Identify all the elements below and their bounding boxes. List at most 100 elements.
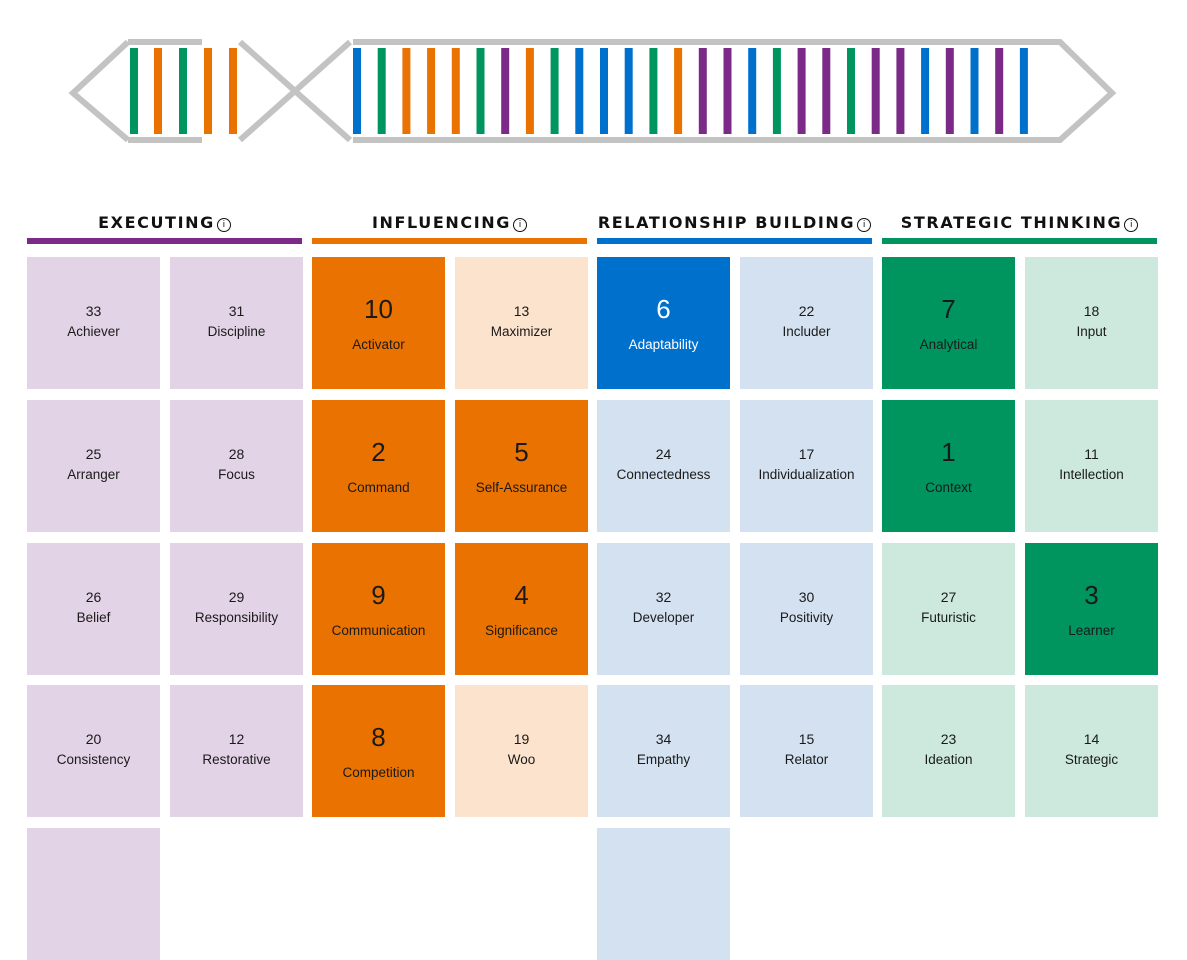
dna-strand-strategic	[847, 48, 855, 134]
strength-tile[interactable]: 7 Analytical	[882, 257, 1015, 389]
strength-tile[interactable]: 14 Strategic	[1025, 685, 1158, 817]
dna-strand-influencing	[204, 48, 212, 134]
strength-rank: 10	[364, 294, 393, 324]
strength-name: Command	[347, 480, 410, 495]
strength-tile[interactable]: 25 Arranger	[27, 400, 160, 532]
dna-strand-strategic	[130, 48, 138, 134]
strength-tile[interactable]: 33 Achiever	[27, 257, 160, 389]
strength-tile[interactable]: 1 Context	[882, 400, 1015, 532]
dna-strand-influencing	[229, 48, 237, 134]
strength-tile[interactable]: 28 Focus	[170, 400, 303, 532]
strength-name: Discipline	[207, 324, 266, 339]
strength-rank: 17	[798, 446, 815, 462]
strength-rank: 9	[371, 580, 386, 610]
dna-strand-relationship	[748, 48, 757, 134]
strength-tile[interactable]: 22 Includer	[740, 257, 873, 389]
strength-tile[interactable]: 29 Responsibility	[170, 543, 303, 675]
strength-rank: 18	[1083, 303, 1100, 319]
strength-tile[interactable]: 19 Woo	[455, 685, 588, 817]
section-bar	[27, 238, 302, 244]
dna-frame	[68, 39, 1117, 143]
strength-tile[interactable]: 13 Maximizer	[455, 257, 588, 389]
dna-strand-influencing	[427, 48, 436, 134]
dna-strands	[130, 48, 1028, 134]
strength-tile[interactable]: 26 Belief	[27, 543, 160, 675]
strength-rank: 22	[798, 303, 815, 319]
strength-tile[interactable]: 9 Communication	[312, 543, 445, 675]
strength-rank: 3	[1084, 580, 1099, 610]
strength-tile[interactable]: 5 Self-Assurance	[455, 400, 588, 532]
strength-name: Consistency	[56, 752, 131, 767]
info-icon[interactable]: i	[216, 218, 231, 232]
strength-tile[interactable]: 2 Command	[312, 400, 445, 532]
dna-strand-executing	[501, 48, 510, 134]
section-title-text: STRATEGIC THINKING	[900, 213, 1123, 232]
strength-name: Ideation	[924, 752, 973, 767]
strength-name: Achiever	[67, 324, 120, 339]
strength-tile[interactable]: 17 Individualization	[740, 400, 873, 532]
dna-strand-executing	[995, 48, 1004, 134]
dna-strand-strategic	[649, 48, 658, 134]
strength-rank: 19	[513, 731, 530, 747]
strength-tile[interactable]: 27 Futuristic	[882, 543, 1015, 675]
strength-tile[interactable]: 8 Competition	[312, 685, 445, 817]
strength-tile[interactable]: 3 Learner	[1025, 543, 1158, 675]
strength-rank: 27	[940, 589, 957, 605]
dna-frame-line	[238, 39, 352, 143]
strength-tile[interactable]: 24 Connectedness	[597, 400, 730, 532]
dna-strand-influencing	[525, 48, 534, 134]
dna-strand-strategic	[772, 48, 781, 134]
dna-strand-strategic	[377, 48, 386, 134]
strength-name: Responsibility	[194, 610, 279, 625]
strength-tile[interactable]: 15 Relator	[740, 685, 873, 817]
section-bar	[597, 238, 872, 244]
dna-strand-strategic	[476, 48, 485, 134]
section-header-influencing: INFLUENCING i	[312, 212, 587, 244]
strength-rank: 33	[85, 303, 102, 319]
dna-strand-relationship	[970, 48, 979, 134]
info-icon[interactable]: i	[1124, 218, 1139, 232]
strength-rank: 31	[228, 303, 245, 319]
strength-name: Learner	[1068, 623, 1115, 638]
strength-tile[interactable]: 31 Discipline	[170, 257, 303, 389]
strength-tile[interactable]: 34 Empathy	[597, 685, 730, 817]
strength-rank: 8	[371, 722, 386, 752]
strength-name: Individualization	[758, 467, 855, 482]
strength-tile[interactable]: 18 Input	[1025, 257, 1158, 389]
strength-name: Strategic	[1064, 752, 1119, 767]
section-header-relationship: RELATIONSHIP BUILDING i	[597, 212, 872, 244]
dna-strand-executing	[871, 48, 880, 134]
info-icon[interactable]: i	[857, 218, 872, 232]
strength-tile[interactable]: 11 Intellection	[1025, 400, 1158, 532]
strength-tile[interactable]: 30 Positivity	[740, 543, 873, 675]
strength-name: Input	[1076, 324, 1107, 339]
strength-tile[interactable]: 4 Significance	[455, 543, 588, 675]
strength-tile[interactable]	[27, 828, 160, 960]
strength-tile[interactable]: 23 Ideation	[882, 685, 1015, 817]
dna-strand-relationship	[624, 48, 633, 134]
strength-rank: 15	[798, 731, 815, 747]
strength-tile[interactable]: 20 Consistency	[27, 685, 160, 817]
dna-strand-influencing	[402, 48, 411, 134]
dna-strand-executing	[797, 48, 806, 134]
strength-tile[interactable]: 10 Activator	[312, 257, 445, 389]
strength-name: Communication	[331, 623, 426, 638]
strength-name: Maximizer	[490, 324, 553, 339]
dna-strand-relationship	[600, 48, 608, 134]
strengths-dna-graphic	[68, 39, 1117, 143]
strength-name: Relator	[784, 752, 829, 767]
dna-strand-relationship	[1019, 48, 1028, 134]
section-bar	[312, 238, 587, 244]
strength-tile[interactable]: 6 Adaptability	[597, 257, 730, 389]
info-icon[interactable]: i	[513, 218, 528, 232]
dna-strand-executing	[723, 48, 732, 134]
strength-name: Woo	[507, 752, 536, 767]
dna-strand-influencing	[674, 48, 683, 134]
strength-tile[interactable]: 32 Developer	[597, 543, 730, 675]
section-title: EXECUTING i	[27, 212, 302, 234]
strength-tile[interactable]	[597, 828, 730, 960]
strength-tile[interactable]: 12 Restorative	[170, 685, 303, 817]
strength-rank: 2	[371, 437, 386, 467]
dna-strand-executing	[698, 48, 707, 134]
section-title-text: EXECUTING	[98, 213, 215, 232]
